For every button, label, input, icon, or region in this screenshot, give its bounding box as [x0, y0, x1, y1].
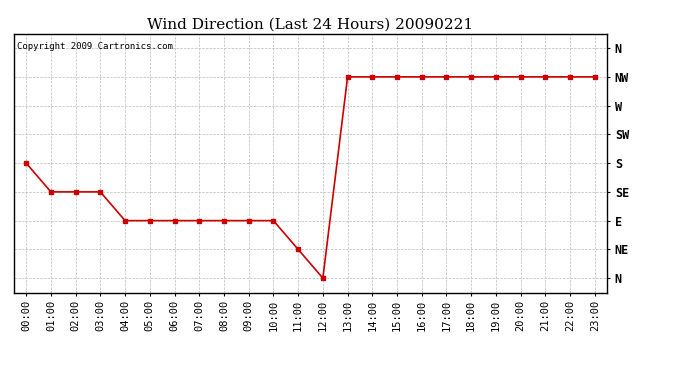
- Title: Wind Direction (Last 24 Hours) 20090221: Wind Direction (Last 24 Hours) 20090221: [148, 17, 473, 31]
- Text: Copyright 2009 Cartronics.com: Copyright 2009 Cartronics.com: [17, 42, 172, 51]
